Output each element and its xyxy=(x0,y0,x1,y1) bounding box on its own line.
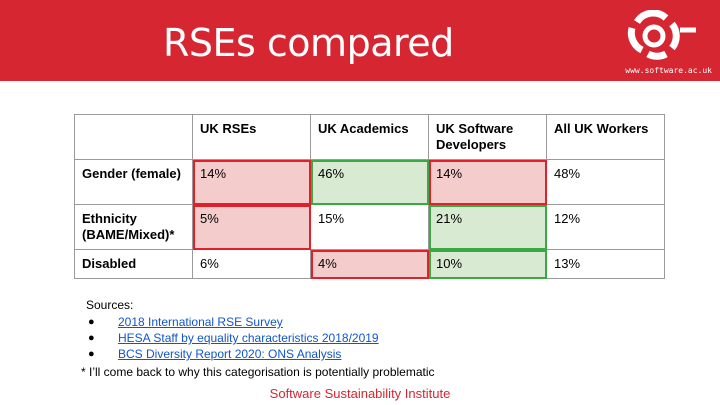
row-label: Gender (female) xyxy=(74,159,193,205)
table-cell: 21% xyxy=(428,204,547,250)
title-banner xyxy=(0,0,720,81)
list-item: ● 2018 International RSE Survey xyxy=(86,314,379,330)
source-link-hesa[interactable]: HESA Staff by equality characteristics 2… xyxy=(118,331,379,345)
column-header: UK RSEs xyxy=(192,114,311,160)
table-header-row: UK RSEs UK Academics UK Software Develop… xyxy=(74,114,665,160)
column-header: UK Software Developers xyxy=(428,114,547,160)
table-cell: 4% xyxy=(310,249,429,279)
table-cell: 14% xyxy=(192,159,311,205)
column-header: All UK Workers xyxy=(546,114,665,160)
footer-text: Software Sustainability Institute xyxy=(269,386,451,401)
row-label: Disabled xyxy=(74,249,193,279)
source-link-bcs[interactable]: BCS Diversity Report 2020: ONS Analysis xyxy=(118,347,342,361)
table-cell: 13% xyxy=(546,249,665,279)
row-label: Ethnicity (BAME/Mixed)* xyxy=(74,204,193,250)
source-link-rse-survey[interactable]: 2018 International RSE Survey xyxy=(118,315,283,329)
list-item: ● BCS Diversity Report 2020: ONS Analysi… xyxy=(86,346,379,362)
footnote: * I’ll come back to why this categorisat… xyxy=(81,365,435,379)
bullet-icon: ● xyxy=(88,332,95,344)
table-cell: 48% xyxy=(546,159,665,205)
table-cell: 5% xyxy=(192,204,311,250)
sources-heading: Sources: xyxy=(86,298,134,312)
slide-title: RSEs compared xyxy=(163,21,454,65)
sources-section: Sources: ● 2018 International RSE Survey… xyxy=(86,298,379,362)
table-cell: 10% xyxy=(428,249,547,279)
ssi-logo-icon xyxy=(627,10,696,60)
table-cell: 14% xyxy=(428,159,547,205)
comparison-table: UK RSEs UK Academics UK Software Develop… xyxy=(74,114,665,279)
table-row: Ethnicity (BAME/Mixed)* 5% 15% 21% 12% xyxy=(74,204,665,250)
logo-url: www.software.ac.uk xyxy=(625,66,712,75)
table-cell: 46% xyxy=(310,159,429,205)
column-header: UK Academics xyxy=(310,114,429,160)
list-item: ● HESA Staff by equality characteristics… xyxy=(86,330,379,346)
table-cell: 15% xyxy=(310,204,429,250)
sources-list: ● 2018 International RSE Survey ● HESA S… xyxy=(86,314,379,362)
bullet-icon: ● xyxy=(88,348,95,360)
table-row: Gender (female) 14% 46% 14% 48% xyxy=(74,159,665,205)
column-header xyxy=(74,114,193,160)
table-cell: 6% xyxy=(192,249,311,279)
bullet-icon: ● xyxy=(88,316,95,328)
table-row: Disabled 6% 4% 10% 13% xyxy=(74,249,665,279)
table-cell: 12% xyxy=(546,204,665,250)
